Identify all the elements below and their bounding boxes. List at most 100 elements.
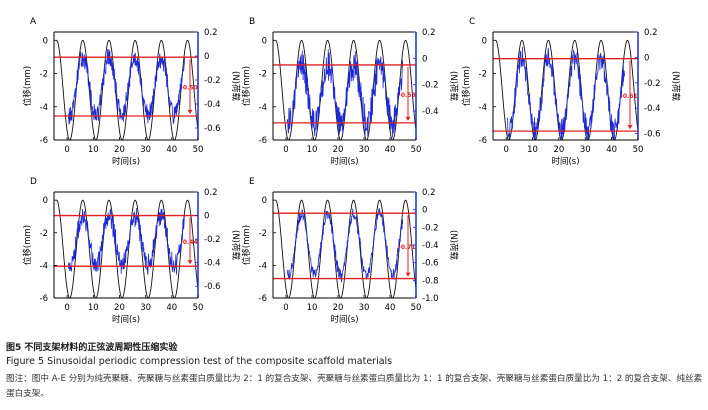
y2-tick-label: -0.8 [422,276,439,286]
x-tick-label: 0 [503,145,508,155]
x-tick-label: 10 [88,303,99,313]
sine-displacement-line [56,39,198,140]
y-tick-label: -4 [259,103,267,113]
y2-tick-label: -0.2 [204,76,221,86]
x-axis-label: 时间(s) [551,156,579,167]
y-tick-label: -6 [40,294,48,304]
span-arrow-head [405,272,411,277]
y2-tick-label: -0.6 [204,124,221,134]
x-tick-label: 40 [385,145,396,155]
x-tick-label: 20 [333,145,344,155]
y2-tick-label: 0 [204,212,209,222]
x-tick-label: 0 [283,303,288,313]
chart-panel-e: -0.71 0 10 20 30 40 50 时间(s) 0 -2 -4 -6 位移(mm) 0.2 0 -0… [241,177,459,325]
figure-panels: -0.50 0 10 20 30 40 50 时间(s) 0 -2 -4 -6 位移(mm) 0.2 0 -0… [22,17,681,325]
x-tick-label: 0 [283,145,288,155]
x-tick-label: 30 [580,145,591,155]
y-tick-label: 0 [482,36,487,46]
chart-panel-c: -0.61 0 10 20 30 40 50 时间(s) 0 -2 -4 -6 位移(mm) 0.2 0 -0… [461,17,681,167]
force-load-trace [286,208,404,283]
x-tick-label: 50 [411,145,422,155]
y-tick-label: -6 [259,294,267,304]
y-tick-label: -2 [40,70,48,80]
x-axis-label: 时间(s) [330,314,358,325]
span-arrow-head [187,110,193,114]
chart-panel-a: -0.50 0 10 20 30 40 50 时间(s) 0 -2 -4 -6 位移(mm) 0.2 0 -0… [22,17,241,167]
y2-axis-label: (N)荷载 [230,71,241,101]
span-arrow-head [187,260,193,265]
sine-displacement-line [275,199,416,298]
y-axis-label: 位移(mm) [22,66,33,106]
x-tick-label: 20 [114,303,125,313]
y-axis-label: 位移(mm) [461,66,472,106]
panel-letter: B [249,17,255,27]
panel-letter: C [469,17,475,27]
x-tick-label: 10 [88,145,99,155]
span-value-label: -0.53 [398,92,415,99]
x-tick-label: 20 [553,145,564,155]
y2-tick-label: -1.0 [422,294,439,304]
force-load-trace [68,48,185,125]
span-value-label: -0.44 [180,239,197,246]
chart-panel-d: -0.44 0 10 20 30 40 50 时间(s) 0 -2 -4 -6 位移(mm) 0.2 0 -0… [22,177,241,325]
force-load-trace [68,207,185,275]
span-value-label: -0.50 [180,85,197,92]
y-tick-label: -6 [479,136,487,146]
y-tick-label: -2 [479,70,487,80]
x-tick-label: 10 [307,145,318,155]
y2-axis-label: (N)荷载 [230,230,241,260]
y-tick-label: -6 [259,136,267,146]
figure-note: 图注：图中 A-E 分别为纯壳聚糖、壳聚糖与丝素蛋白质量比为 2：1 的复合支架… [6,374,703,399]
chart-panel-b: -0.53 0 10 20 30 40 50 时间(s) 0 -2 -4 -6 位移(mm) 0.2 0 -0… [241,17,459,167]
y2-axis-label: (N)荷载 [670,71,681,101]
span-value-label: -0.61 [620,93,637,100]
y2-tick-label: 0.2 [422,188,436,198]
y-axis-label: 位移(mm) [241,225,252,265]
y2-tick-label: 0.2 [644,28,658,38]
x-tick-label: 50 [633,145,644,155]
y2-tick-label: 0 [422,206,427,216]
figure-caption-chinese: 图5 不同支架材料的正弦波周期性压缩实验 [6,343,178,353]
x-tick-label: 40 [166,303,177,313]
x-tick-label: 30 [140,145,151,155]
y-axis-label: 位移(mm) [22,225,33,265]
x-tick-label: 30 [359,303,370,313]
x-axis-label: 时间(s) [330,156,358,167]
y-axis-label: 位移(mm) [241,66,252,106]
span-arrow-head [405,116,411,121]
x-tick-label: 10 [527,145,538,155]
y-tick-label: 0 [262,196,267,206]
y2-tick-label: 0 [204,52,209,62]
x-axis-label: 时间(s) [112,314,140,325]
x-tick-label: 50 [411,303,422,313]
y-tick-label: 0 [262,36,267,46]
y2-tick-label: 0.2 [422,28,436,38]
x-tick-label: 50 [193,145,204,155]
y2-tick-label: 0.2 [204,28,218,38]
x-tick-label: 30 [140,303,151,313]
y-tick-label: -2 [259,229,267,239]
x-tick-label: 0 [64,145,69,155]
y-tick-label: -4 [479,103,487,113]
force-load-trace [286,49,404,138]
x-tick-label: 0 [64,303,69,313]
y2-tick-label: -0.2 [422,223,439,233]
y-tick-label: 0 [43,196,48,206]
y2-tick-label: 0 [422,54,427,64]
y2-tick-label: 0.2 [204,188,218,198]
y2-axis-label: (N)荷载 [448,230,459,260]
y2-axis-label: (N)荷载 [448,71,459,101]
y-tick-label: 0 [43,36,48,46]
y2-tick-label: -0.4 [422,107,439,117]
y-tick-label: -2 [40,229,48,239]
y2-tick-label: -0.4 [644,104,661,114]
y2-tick-label: -0.4 [204,259,221,269]
y2-tick-label: -0.2 [644,79,661,89]
panel-letter: A [30,17,37,27]
x-axis-label: 时间(s) [112,156,140,167]
y-tick-label: -4 [40,103,48,113]
y-tick-label: -6 [40,136,48,146]
x-tick-label: 10 [307,303,318,313]
y2-tick-label: -0.6 [422,259,439,269]
y2-tick-label: -0.2 [422,81,439,91]
